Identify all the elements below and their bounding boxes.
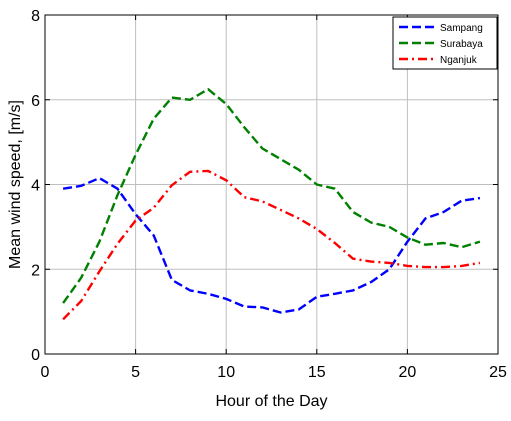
grid — [45, 15, 498, 354]
legend-label-sampang: Sampang — [440, 23, 483, 34]
series-line-nganjuk — [62, 169, 481, 321]
series-layer — [62, 87, 481, 321]
y-tick-label: 2 — [31, 262, 40, 279]
legend-label-nganjuk: Nganjuk — [440, 55, 478, 66]
y-tick-label: 4 — [31, 178, 40, 195]
x-tick-label: 0 — [41, 364, 50, 381]
x-axis-label: Hour of the Day — [215, 393, 327, 410]
x-tick-label: 5 — [131, 364, 140, 381]
series-line-surabaya — [62, 87, 481, 304]
ticks: 0 5 10 15 20 25 0 2 4 6 8 — [31, 8, 507, 381]
legend-label-surabaya: Surabaya — [440, 39, 483, 50]
x-tick-label: 25 — [489, 364, 507, 381]
y-tick-label: 6 — [31, 93, 40, 110]
y-tick-label: 0 — [31, 347, 40, 364]
series-line-sampang — [62, 176, 481, 314]
legend: Sampang Surabaya Nganjuk — [392, 16, 498, 70]
legend-box — [392, 16, 498, 70]
y-axis-label: Mean wind speed, [m/s] — [7, 100, 24, 269]
x-tick-label: 15 — [308, 364, 326, 381]
x-tick-label: 20 — [399, 364, 417, 381]
y-tick-label: 8 — [31, 8, 40, 25]
x-tick-label: 10 — [217, 364, 235, 381]
